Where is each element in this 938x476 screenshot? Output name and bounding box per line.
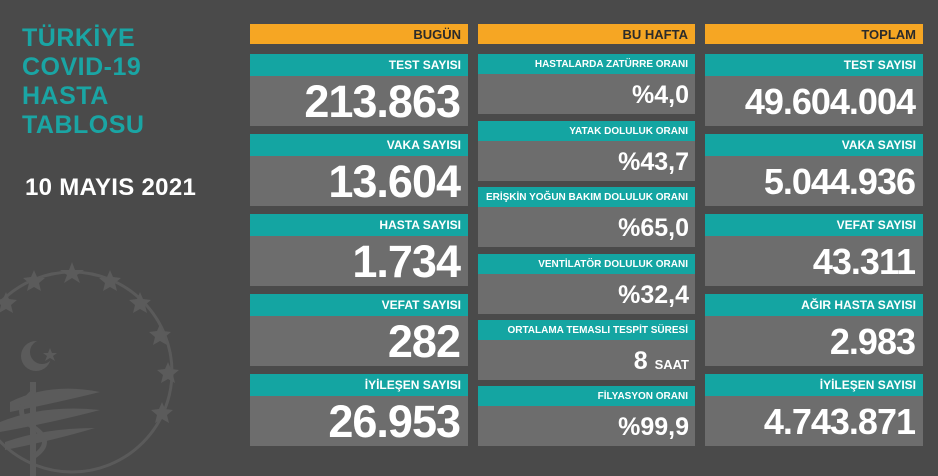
card-label: HASTA SAYISI: [250, 214, 468, 236]
today-column: BUGÜN TEST SAYISI 213.863 VAKA SAYISI 13…: [250, 24, 468, 447]
card-label: HASTALARDA ZATÜRRE ORANI: [478, 54, 695, 74]
card-value: %4,0: [478, 74, 695, 114]
title-line: COVID-19: [22, 53, 142, 81]
total-recovered-card: İYİLEŞEN SAYISI 4.743.871: [705, 374, 923, 446]
total-critical-card: AĞIR HASTA SAYISI 2.983: [705, 294, 923, 366]
title-line: TABLOSU: [22, 111, 145, 139]
week-contact-time-card: ORTALAMA TEMASLI TESPİT SÜRESİ 8 SAAT: [478, 320, 695, 380]
total-case-card: VAKA SAYISI 5.044.936: [705, 134, 923, 206]
title-line: HASTA: [22, 82, 109, 110]
card-value: 282: [250, 316, 468, 367]
week-filiation-card: FİLYASYON ORANI %99,9: [478, 386, 695, 446]
card-value: 43.311: [705, 236, 923, 286]
card-value: 1.734: [250, 236, 468, 287]
card-value: %43,7: [478, 141, 695, 181]
card-label: ERİŞKİN YOĞUN BAKIM DOLULUK ORANI: [478, 187, 695, 207]
week-column: BU HAFTA HASTALARDA ZATÜRRE ORANI %4,0 Y…: [478, 24, 695, 446]
card-value: 2.983: [705, 316, 923, 366]
card-value: 4.743.871: [705, 396, 923, 446]
card-label: VAKA SAYISI: [250, 134, 468, 156]
card-label: YATAK DOLULUK ORANI: [478, 121, 695, 141]
today-death-card: VEFAT SAYISI 282: [250, 294, 468, 367]
card-label: TEST SAYISI: [705, 54, 923, 76]
card-value: 26.953: [250, 396, 468, 447]
week-header: BU HAFTA: [478, 24, 695, 44]
card-value: 13.604: [250, 156, 468, 207]
card-value: 8 SAAT: [478, 340, 695, 380]
total-column: TOPLAM TEST SAYISI 49.604.004 VAKA SAYIS…: [705, 24, 923, 446]
card-label: ORTALAMA TEMASLI TESPİT SÜRESİ: [478, 320, 695, 340]
card-value: 49.604.004: [705, 76, 923, 126]
card-value: %65,0: [478, 207, 695, 247]
card-value: %99,9: [478, 406, 695, 446]
card-label: İYİLEŞEN SAYISI: [250, 374, 468, 396]
week-ventilator-card: VENTİLATÖR DOLULUK ORANI %32,4: [478, 254, 695, 314]
card-label: VAKA SAYISI: [705, 134, 923, 156]
week-bed-occupancy-card: YATAK DOLULUK ORANI %43,7: [478, 121, 695, 181]
title-line: TÜRKİYE: [22, 24, 136, 52]
card-label: VEFAT SAYISI: [250, 294, 468, 316]
contact-time-unit: SAAT: [654, 357, 689, 372]
report-date: 10 MAYIS 2021: [25, 174, 197, 201]
card-label: TEST SAYISI: [250, 54, 468, 76]
contact-time-value: 8: [633, 347, 648, 375]
card-value: %32,4: [478, 274, 695, 314]
today-case-card: VAKA SAYISI 13.604: [250, 134, 468, 207]
dashboard-title: TÜRKİYE COVID-19 HASTA TABLOSU: [22, 24, 144, 140]
today-test-card: TEST SAYISI 213.863: [250, 54, 468, 127]
card-label: VENTİLATÖR DOLULUK ORANI: [478, 254, 695, 274]
today-header: BUGÜN: [250, 24, 468, 44]
today-patient-card: HASTA SAYISI 1.734: [250, 214, 468, 287]
week-icu-occupancy-card: ERİŞKİN YOĞUN BAKIM DOLULUK ORANI %65,0: [478, 187, 695, 247]
card-value: 5.044.936: [705, 156, 923, 206]
week-pneumonia-card: HASTALARDA ZATÜRRE ORANI %4,0: [478, 54, 695, 114]
today-recovered-card: İYİLEŞEN SAYISI 26.953: [250, 374, 468, 447]
card-label: AĞIR HASTA SAYISI: [705, 294, 923, 316]
ministry-of-health-emblem-icon: [0, 262, 179, 476]
card-label: İYİLEŞEN SAYISI: [705, 374, 923, 396]
card-label: FİLYASYON ORANI: [478, 386, 695, 406]
card-value: 213.863: [250, 76, 468, 127]
card-label: VEFAT SAYISI: [705, 214, 923, 236]
total-test-card: TEST SAYISI 49.604.004: [705, 54, 923, 126]
total-header: TOPLAM: [705, 24, 923, 44]
total-death-card: VEFAT SAYISI 43.311: [705, 214, 923, 286]
